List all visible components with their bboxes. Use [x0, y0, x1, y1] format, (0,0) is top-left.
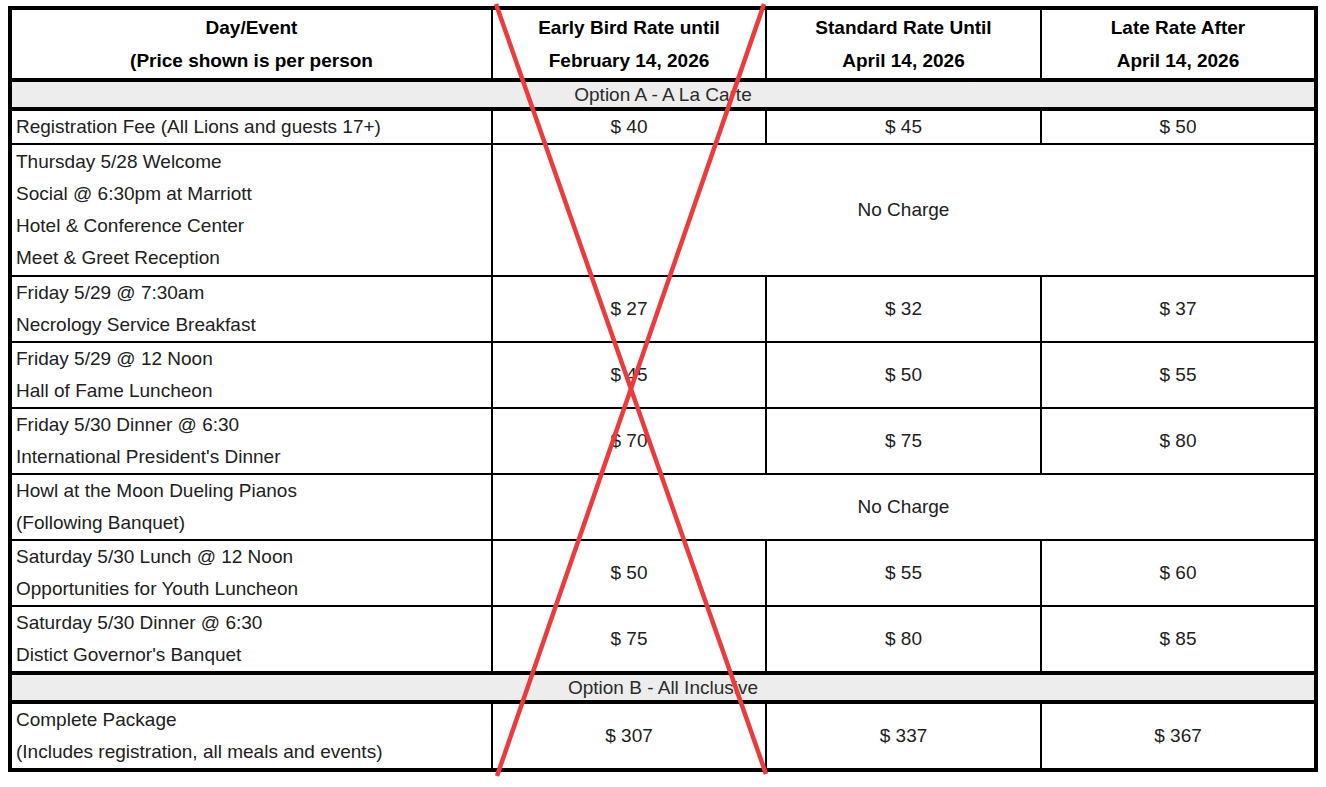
price-cell-standard: $ 80 — [766, 606, 1041, 673]
event-line: Distict Governor's Banquet — [16, 639, 487, 671]
event-line: Hotel & Conference Center — [16, 210, 487, 242]
table-row-governors-banquet: Saturday 5/30 Dinner @ 6:30 Distict Gove… — [10, 606, 1316, 673]
event-line: Saturday 5/30 Dinner @ 6:30 — [16, 607, 487, 639]
price-cell-standard: $ 55 — [766, 540, 1041, 606]
event-line: International President's Dinner — [16, 441, 487, 473]
price-cell-early-bird: $ 70 — [492, 408, 766, 474]
event-line: Friday 5/29 @ 7:30am — [16, 277, 487, 309]
event-line: (Includes registration, all meals and ev… — [16, 736, 487, 768]
price-cell-late: $ 37 — [1041, 276, 1316, 342]
col-header-standard-rate: Standard Rate Until April 14, 2026 — [766, 8, 1041, 80]
event-line: Howl at the Moon Dueling Pianos — [16, 475, 487, 507]
price-cell-late: $ 55 — [1041, 342, 1316, 408]
event-cell: Complete Package (Includes registration,… — [10, 702, 492, 770]
event-line: Opportunities for Youth Luncheon — [16, 573, 487, 605]
price-cell-all-rates: No Charge — [492, 144, 1316, 276]
table-row-hall-of-fame-luncheon: Friday 5/29 @ 12 Noon Hall of Fame Lunch… — [10, 342, 1316, 408]
table-row-youth-luncheon: Saturday 5/30 Lunch @ 12 Noon Opportunit… — [10, 540, 1316, 606]
col-header-late-rate-line2: April 14, 2026 — [1042, 44, 1314, 77]
event-line: (Following Banquet) — [16, 507, 487, 539]
event-cell: Friday 5/29 @ 7:30am Necrology Service B… — [10, 276, 492, 342]
price-cell-late: $ 60 — [1041, 540, 1316, 606]
price-cell-late: $ 80 — [1041, 408, 1316, 474]
price-cell-standard: $ 45 — [766, 109, 1041, 144]
col-header-early-bird-line1: Early Bird Rate until — [493, 11, 765, 44]
price-cell-standard: $ 50 — [766, 342, 1041, 408]
price-cell-standard: $ 337 — [766, 702, 1041, 770]
col-header-standard-rate-line1: Standard Rate Until — [767, 11, 1040, 44]
price-cell-early-bird: $ 307 — [492, 702, 766, 770]
event-cell: Saturday 5/30 Dinner @ 6:30 Distict Gove… — [10, 606, 492, 673]
price-cell-early-bird: $ 45 — [492, 342, 766, 408]
price-cell-early-bird: $ 75 — [492, 606, 766, 673]
price-cell-late: $ 85 — [1041, 606, 1316, 673]
event-line: Friday 5/30 Dinner @ 6:30 — [16, 409, 487, 441]
event-line: Friday 5/29 @ 12 Noon — [16, 343, 487, 375]
event-cell: Howl at the Moon Dueling Pianos (Followi… — [10, 474, 492, 540]
rates-table: Day/Event (Price shown is per person Ear… — [8, 6, 1318, 772]
col-header-day-event-line2: (Price shown is per person — [12, 44, 491, 77]
table-row-necrology-breakfast: Friday 5/29 @ 7:30am Necrology Service B… — [10, 276, 1316, 342]
event-line: Complete Package — [16, 704, 487, 736]
section-label-option-b: Option B - All Inclusive — [10, 673, 1316, 702]
table-row-registration-fee: Registration Fee (All Lions and guests 1… — [10, 109, 1316, 144]
section-label-option-a: Option A - A La Carte — [10, 80, 1316, 109]
event-line: Necrology Service Breakfast — [16, 309, 487, 341]
price-cell-standard: $ 75 — [766, 408, 1041, 474]
event-cell: Thursday 5/28 Welcome Social @ 6:30pm at… — [10, 144, 492, 276]
price-cell-all-rates: No Charge — [492, 474, 1316, 540]
event-line: Saturday 5/30 Lunch @ 12 Noon — [16, 541, 487, 573]
col-header-day-event-line1: Day/Event — [12, 11, 491, 44]
col-header-standard-rate-line2: April 14, 2026 — [767, 44, 1040, 77]
event-cell: Saturday 5/30 Lunch @ 12 Noon Opportunit… — [10, 540, 492, 606]
event-line: Hall of Fame Luncheon — [16, 375, 487, 407]
price-cell-standard: $ 32 — [766, 276, 1041, 342]
event-line: Social @ 6:30pm at Marriott — [16, 178, 487, 210]
price-cell-early-bird: $ 50 — [492, 540, 766, 606]
event-cell: Friday 5/30 Dinner @ 6:30 International … — [10, 408, 492, 474]
event-cell: Registration Fee (All Lions and guests 1… — [10, 109, 492, 144]
header-row: Day/Event (Price shown is per person Ear… — [10, 8, 1316, 80]
col-header-day-event: Day/Event (Price shown is per person — [10, 8, 492, 80]
price-cell-late: $ 367 — [1041, 702, 1316, 770]
price-cell-early-bird: $ 27 — [492, 276, 766, 342]
price-cell-late: $ 50 — [1041, 109, 1316, 144]
event-line: Meet & Greet Reception — [16, 242, 487, 274]
section-row-option-b: Option B - All Inclusive — [10, 673, 1316, 702]
col-header-early-bird: Early Bird Rate until February 14, 2026 — [492, 8, 766, 80]
table-row-welcome-social: Thursday 5/28 Welcome Social @ 6:30pm at… — [10, 144, 1316, 276]
event-line: Thursday 5/28 Welcome — [16, 146, 487, 178]
price-cell-early-bird: $ 40 — [492, 109, 766, 144]
table-row-complete-package: Complete Package (Includes registration,… — [10, 702, 1316, 770]
event-pricing-page: Day/Event (Price shown is per person Ear… — [0, 0, 1326, 787]
table-row-presidents-dinner: Friday 5/30 Dinner @ 6:30 International … — [10, 408, 1316, 474]
event-cell: Friday 5/29 @ 12 Noon Hall of Fame Lunch… — [10, 342, 492, 408]
col-header-late-rate: Late Rate After April 14, 2026 — [1041, 8, 1316, 80]
col-header-late-rate-line1: Late Rate After — [1042, 11, 1314, 44]
section-row-option-a: Option A - A La Carte — [10, 80, 1316, 109]
table-row-dueling-pianos: Howl at the Moon Dueling Pianos (Followi… — [10, 474, 1316, 540]
col-header-early-bird-line2: February 14, 2026 — [493, 44, 765, 77]
event-line: Registration Fee (All Lions and guests 1… — [16, 111, 487, 143]
